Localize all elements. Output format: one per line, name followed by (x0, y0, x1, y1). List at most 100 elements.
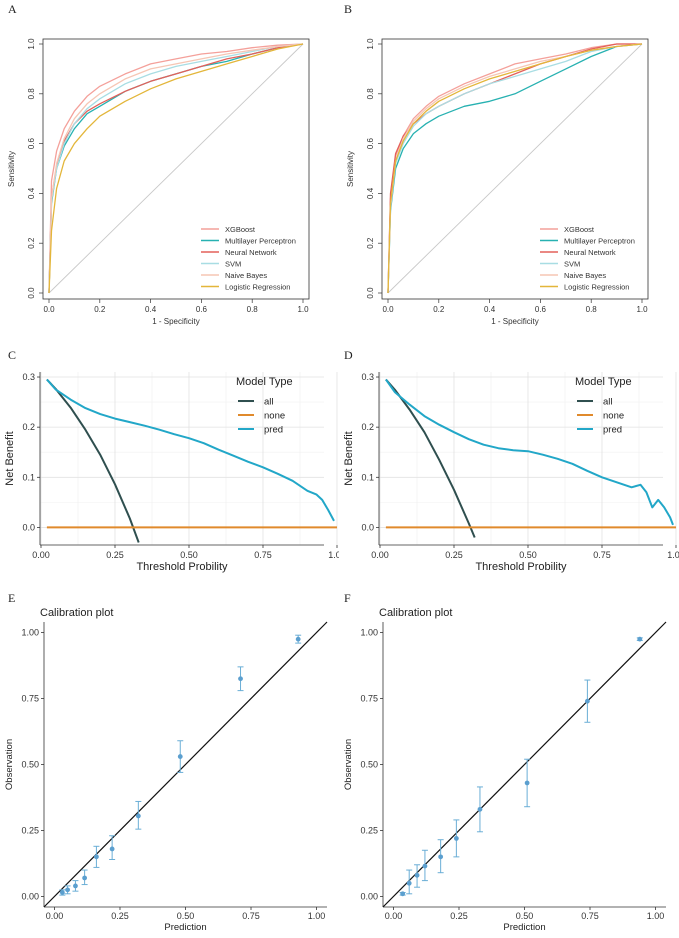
roc-line-multilayer-perceptron (387, 43, 643, 294)
roc-chart-b: 0.0 0.2 0.4 0.6 0.8 1.0 0.0 0.2 0.4 0.6 0.8 1.0 1 - … (346, 38, 649, 326)
y-axis-label: Net Benefit (4, 431, 16, 485)
x-tick-label: 0.00 (385, 911, 403, 921)
calibration-point (406, 880, 412, 886)
y-tick-label: 0.0 (366, 287, 375, 299)
x-tick-label: 0.00 (32, 550, 50, 560)
x-tick-label: 0.6 (535, 305, 547, 314)
x-tick-label: 0.2 (94, 305, 106, 314)
y-tick-label: 0.25 (21, 825, 39, 835)
x-tick-label: 0.4 (145, 305, 157, 314)
y-tick-label: 0.00 (21, 891, 39, 901)
y-tick-label: 0.2 (361, 422, 374, 432)
y-tick-label: 0.6 (27, 137, 36, 149)
calibration-point (477, 806, 483, 812)
x-tick-label: 0.25 (450, 911, 468, 921)
calibration-point (238, 676, 243, 682)
legend-label: Neural Network (225, 248, 277, 257)
y-tick-label: 0.3 (22, 372, 35, 382)
y-axis-label: Net Benefit (343, 431, 355, 485)
x-tick-label: 0.25 (106, 550, 124, 560)
panel-a: A 0.0 0.2 0.4 0.6 0.8 1.0 0.0 0.2 0.4 0.6 0.8 1.0 1 … (0, 0, 339, 330)
legend-label: SVM (564, 260, 580, 269)
plot-panel (40, 372, 324, 545)
calibration-point (438, 854, 444, 860)
x-axis-label: Threshold Probility (136, 561, 228, 573)
y-tick-label: 0.0 (22, 522, 35, 532)
x-tick-label: 0.4 (484, 305, 496, 314)
x-tick-label: 0.8 (586, 305, 598, 314)
y-tick-label: 0.2 (22, 422, 35, 432)
legend-title: Model Type (575, 376, 632, 388)
y-tick-label: 0.2 (27, 237, 36, 249)
x-tick-label: 0.50 (180, 550, 198, 560)
y-tick-label: 0.75 (21, 694, 39, 704)
legend-label: Logistic Regression (225, 283, 290, 292)
calibration-chart-e: Calibration plot 0.00 0.00 0.25 0.25 0.50 0.50… (4, 607, 328, 933)
legend-label: Multilayer Perceptron (225, 237, 296, 246)
calibration-point (414, 872, 420, 878)
calibration-point (65, 887, 70, 893)
panel-letter-b: B (344, 2, 353, 16)
legend-label: Neural Network (564, 248, 616, 257)
x-tick-label: 0.00 (371, 550, 389, 560)
legend-label: SVM (225, 260, 241, 269)
x-tick-label: 0.75 (593, 550, 611, 560)
legend-label: none (264, 411, 285, 422)
roc-line-logistic-regression (48, 43, 304, 294)
y-tick-label: 0.50 (21, 760, 39, 770)
y-tick-label: 0.8 (27, 88, 36, 100)
y-tick-label: 0.4 (366, 187, 375, 199)
x-tick-label: 0.75 (242, 911, 260, 921)
calibration-point (135, 813, 141, 819)
dca-line-pred (385, 378, 674, 526)
roc-line-naive-bayes (48, 43, 304, 294)
x-tick-label: 1.00 (308, 911, 326, 921)
chart-title: Calibration plot (379, 607, 452, 619)
x-axis-label: Prediction (503, 922, 545, 933)
panel-letter-d: D (344, 348, 353, 362)
roc-line-xgboost (48, 43, 304, 294)
x-tick-label: 1.0 (297, 305, 309, 314)
panel-letter-e: E (8, 591, 16, 605)
dca-chart-c: 0.00 0.25 0.50 0.75 1.00 0.0 0.1 0.2 0.3 Threshol… (4, 372, 346, 573)
roc-line-svm (387, 43, 643, 294)
calibration-point (82, 875, 88, 881)
legend-label: none (603, 411, 624, 422)
x-tick-label: 1.00 (667, 550, 679, 560)
y-tick-label: 0.00 (360, 891, 378, 901)
x-tick-label: 0.25 (445, 550, 463, 560)
x-tick-label: 0.50 (516, 911, 534, 921)
plot-frame (381, 38, 649, 300)
legend-label: all (603, 397, 613, 408)
y-tick-label: 0.50 (360, 760, 378, 770)
reference-diagonal (387, 43, 643, 294)
plot-panel (379, 372, 663, 545)
x-axis-label: 1 - Specificity (152, 317, 200, 326)
calibration-point (637, 636, 643, 642)
calibration-chart-f: Calibration plot 0.00 0.00 0.25 0.25 0.50 0.50… (343, 607, 667, 933)
x-tick-label: 1.0 (636, 305, 648, 314)
legend-label: pred (603, 425, 622, 436)
calibration-point (109, 846, 115, 852)
x-tick-label: 0.6 (196, 305, 208, 314)
x-tick-label: 1.00 (328, 550, 339, 560)
calibration-point (524, 780, 530, 786)
panel-letter-a: A (8, 2, 17, 16)
legend-label: Naive Bayes (564, 271, 606, 280)
y-tick-label: 1.00 (360, 628, 378, 638)
roc-chart-a: 0.0 0.2 0.4 0.6 0.8 1.0 0.0 0.2 0.4 0.6 0.8 1.0 1 - … (7, 38, 310, 326)
x-tick-label: 0.0 (43, 305, 55, 314)
x-tick-label: 0.75 (254, 550, 272, 560)
x-tick-label: 1.00 (647, 911, 665, 921)
x-axis-label: 1 - Specificity (491, 317, 539, 326)
y-tick-label: 1.0 (27, 38, 36, 50)
panel-b: B 0.0 0.2 0.4 0.6 0.8 1.0 0.0 0.2 0.4 0.6 0.8 1.0 1 … (339, 0, 679, 330)
calibration-point (94, 854, 99, 860)
y-tick-label: 0.25 (360, 825, 378, 835)
panel-f: F Calibration plot 0.00 0.00 0.25 0.25 0.50 0.… (339, 590, 679, 933)
plot-frame (42, 38, 310, 300)
calibration-point (422, 863, 428, 869)
panel-letter-c: C (8, 348, 17, 362)
x-tick-label: 0.00 (46, 911, 64, 921)
roc-line-logistic-regression (387, 43, 643, 294)
